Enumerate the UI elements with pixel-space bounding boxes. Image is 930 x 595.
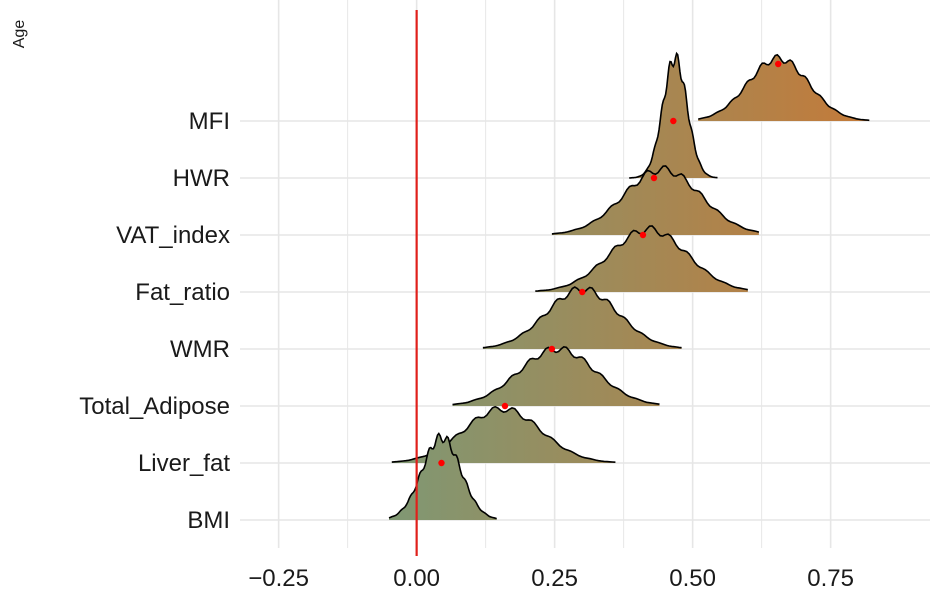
mean-point bbox=[670, 117, 677, 125]
ridge-fill bbox=[629, 53, 718, 178]
category-label: VAT_index bbox=[116, 222, 230, 249]
category-label: Fat_ratio bbox=[135, 279, 230, 306]
x-tick-label: 0.50 bbox=[669, 565, 716, 592]
ridge-outline bbox=[551, 165, 760, 235]
ridge-fill bbox=[535, 226, 748, 292]
y-axis-title: Age bbox=[11, 20, 28, 49]
ridge-outline bbox=[388, 432, 497, 520]
ridge-fill bbox=[698, 54, 870, 121]
x-tick-label: −0.25 bbox=[248, 565, 309, 592]
mean-point bbox=[650, 174, 658, 182]
ridge-outline bbox=[452, 346, 660, 406]
ridge-fill bbox=[391, 406, 616, 463]
x-tick-label: 0.75 bbox=[807, 565, 854, 592]
mean-point bbox=[438, 459, 445, 467]
ridge-outline bbox=[698, 53, 870, 122]
ridge-fill bbox=[551, 166, 759, 235]
category-label: BMI bbox=[187, 507, 230, 534]
mean-point bbox=[775, 60, 782, 68]
ridge-fill bbox=[482, 287, 682, 349]
x-tick-label: 0.25 bbox=[531, 565, 578, 592]
category-label: WMR bbox=[170, 336, 230, 363]
ridge-layer bbox=[388, 51, 870, 520]
category-label: HWR bbox=[173, 165, 230, 192]
ridge-fill bbox=[452, 346, 660, 406]
mean-point bbox=[548, 345, 556, 353]
category-label: Liver_fat bbox=[138, 450, 230, 477]
mean-point bbox=[579, 288, 586, 296]
grid-layer bbox=[240, 0, 930, 548]
category-label: MFI bbox=[189, 108, 230, 135]
label-layer: −0.25 0.00 0.25 0.50 0.75 BMI Liver_fat Total_A… bbox=[79, 108, 854, 592]
mean-point bbox=[639, 231, 647, 239]
category-label: Total_Adipose bbox=[79, 393, 230, 420]
mean-point bbox=[501, 402, 509, 410]
x-tick-label: 0.00 bbox=[393, 565, 440, 592]
